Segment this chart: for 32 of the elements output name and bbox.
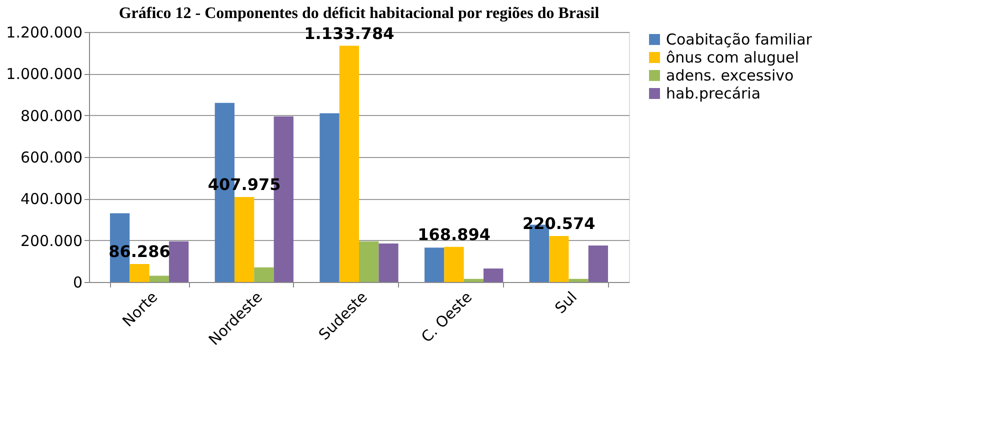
bar	[568, 278, 588, 282]
y-tick-label: 800.000	[20, 106, 82, 125]
legend-label: Coabitação familiar	[666, 30, 813, 48]
legend-label: hab.precária	[666, 84, 761, 102]
y-tick-label: 600.000	[20, 148, 82, 166]
data-label: 220.574	[522, 214, 596, 234]
data-label: 1.133.784	[304, 24, 394, 43]
data-label: 168.894	[418, 224, 490, 244]
bar	[424, 248, 444, 282]
bar	[234, 197, 254, 282]
bar	[339, 46, 359, 282]
legend-label: adens. excessivo	[666, 66, 794, 84]
bar	[254, 267, 274, 282]
y-tick-label: 1.200.000	[6, 24, 82, 42]
legend-label: ônus com aluguel	[666, 48, 799, 66]
bar	[378, 243, 398, 282]
y-tick-label: 0	[72, 274, 82, 292]
bar	[359, 241, 379, 282]
bar	[484, 268, 504, 282]
bar	[130, 264, 150, 282]
bar	[320, 113, 340, 282]
x-tick-label: Sul	[551, 288, 581, 318]
bar	[168, 241, 189, 282]
y-tick-label: 200.000	[20, 232, 82, 250]
bar	[149, 276, 169, 282]
y-tick-label: 1.000.000	[6, 65, 82, 84]
bar	[588, 246, 608, 282]
bar	[464, 278, 484, 282]
bar	[444, 246, 464, 282]
y-tick-label: 400.000	[20, 190, 82, 208]
chart-title: Gráfico 12 - Componentes do déficit habitacional por regiões do Brasil	[118, 5, 600, 22]
bar	[549, 236, 569, 282]
